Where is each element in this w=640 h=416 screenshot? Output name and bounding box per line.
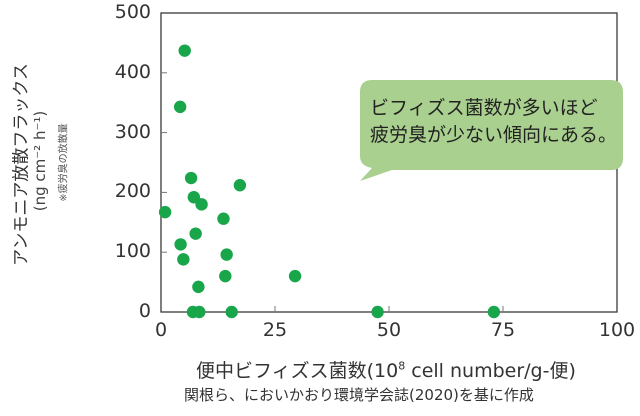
data-point	[192, 280, 205, 294]
x-tick-label: 25	[262, 319, 288, 341]
callout-text: ビフィズス菌数が多いほど 疲労臭が少ない傾向にある。	[370, 95, 620, 149]
y-tick-label: 0	[138, 300, 151, 322]
data-point	[220, 248, 233, 261]
data-point	[195, 198, 208, 211]
callout-line-2: 疲労臭が少ない傾向にある。	[370, 124, 618, 146]
x-tick-label: 50	[376, 319, 402, 341]
data-point	[189, 227, 202, 240]
data-point	[219, 269, 232, 283]
data-point	[371, 305, 384, 319]
data-point	[178, 44, 191, 57]
data-point	[177, 253, 190, 266]
data-point	[225, 305, 238, 319]
y-axis-title: アンモニア放散フラックス	[11, 63, 32, 266]
x-axis-label-prefix: 便中ビフィズス菌数(10	[196, 360, 399, 382]
data-point	[217, 212, 230, 225]
data-point	[288, 269, 302, 283]
y-axis-note: ※疲労臭の放散量	[58, 123, 70, 202]
y-tick-label: 500	[114, 1, 151, 23]
source-note: 関根ら、においかおり環境学会誌(2020)を基に作成	[184, 386, 534, 404]
callout-line-1: ビフィズス菌数が多いほど	[370, 97, 598, 119]
x-axis-label: 便中ビフィズス菌数(108 cell number/g-便)	[196, 356, 576, 383]
callout-bubble	[360, 80, 623, 181]
x-axis-label-suffix: cell number/g-便)	[405, 360, 576, 382]
x-tick-label: 0	[154, 319, 168, 341]
data-point	[173, 100, 187, 114]
callout-shape	[360, 80, 623, 181]
data-point	[184, 171, 198, 185]
data-points	[158, 44, 501, 319]
y-tick-label: 300	[114, 120, 151, 143]
data-point	[487, 305, 501, 319]
y-axis-label: アンモニア放散フラックス (ng cm⁻² h⁻¹) ※疲労臭の放散量	[0, 60, 80, 266]
data-point	[193, 305, 206, 319]
y-axis-unit: (ng cm⁻² h⁻¹)	[31, 110, 49, 212]
y-tick-label: 100	[114, 240, 151, 263]
data-point	[233, 179, 247, 192]
x-tick-label: 75	[490, 319, 516, 341]
x-axis-label-exponent: 8	[398, 359, 406, 373]
data-point	[158, 205, 172, 219]
x-tick-label: 100	[598, 319, 636, 341]
data-point	[174, 238, 187, 251]
y-tick-label: 200	[114, 180, 151, 203]
y-tick-label: 400	[114, 60, 151, 83]
